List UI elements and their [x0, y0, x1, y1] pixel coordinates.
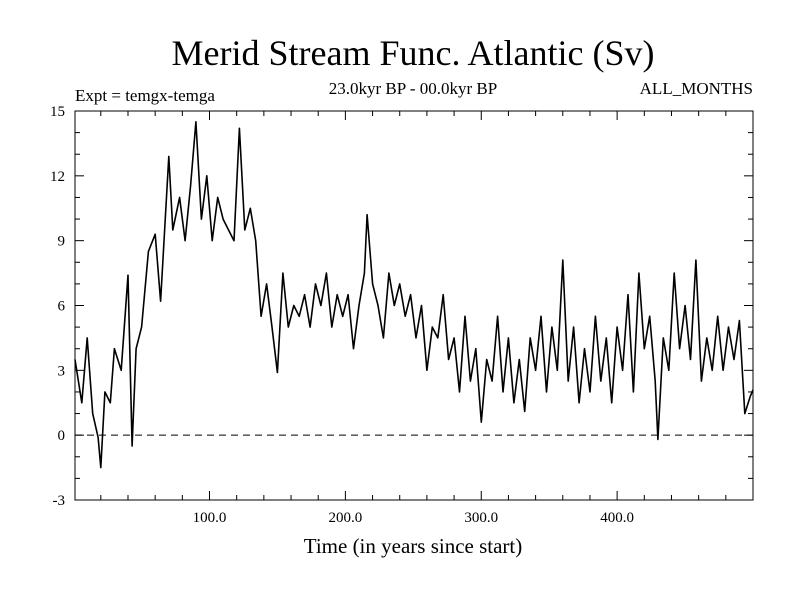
plot-frame — [74, 110, 754, 501]
time-range-label: 23.0kyr BP - 00.0kyr BP — [329, 79, 497, 98]
y-tick-label: 0 — [58, 428, 66, 444]
y-tick-label: 6 — [58, 299, 66, 315]
series-line — [74, 121, 754, 469]
y-tick-label: 15 — [50, 104, 65, 120]
axes-layer: -3 0 3 6 9 12 15 100.0 200.0 300.0 400.0 — [50, 104, 753, 526]
experiment-label: Expt = temgx-temga — [75, 86, 215, 105]
y-tick-label: -3 — [53, 493, 66, 509]
x-tick-label: 200.0 — [329, 510, 363, 526]
months-label: ALL_MONTHS — [640, 79, 753, 98]
y-tick-label: 3 — [58, 363, 66, 379]
y-tick-label: 12 — [50, 169, 65, 185]
x-tick-label: 400.0 — [600, 510, 634, 526]
x-axis-label: Time (in years since start) — [304, 534, 523, 558]
y-tick-label: 9 — [58, 234, 66, 250]
x-tick-label: 100.0 — [193, 510, 227, 526]
chart-title: Merid Stream Func. Atlantic (Sv) — [172, 33, 655, 73]
x-tick-label: 300.0 — [464, 510, 498, 526]
